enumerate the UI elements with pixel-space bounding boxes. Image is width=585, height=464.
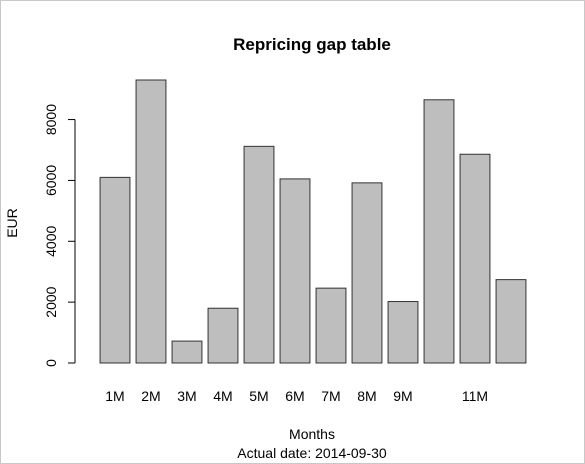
bar-12M: [495, 279, 527, 364]
x-tick-label-7M: 7M: [321, 388, 340, 404]
bar-5M: [243, 145, 275, 364]
x-axis-label: Months: [289, 426, 335, 442]
bar-11M: [459, 153, 491, 364]
y-tick-label-1: 2000: [43, 286, 59, 317]
bar-4M: [207, 307, 239, 364]
y-tick-label-3: 6000: [43, 165, 59, 196]
x-tick-label-11M: 11M: [462, 388, 488, 404]
x-tick-label-4M: 4M: [213, 388, 232, 404]
y-tick-label-0: 0: [43, 359, 59, 367]
bar-6M: [279, 178, 311, 364]
bar-8M: [351, 182, 383, 364]
bar-9M: [387, 301, 419, 364]
x-tick-labels: 1M 2M 3M 4M 5M 6M 7M 8M 9M 11M: [105, 388, 488, 404]
y-tick-label-4: 8000: [43, 104, 59, 135]
x-tick-label-9M: 9M: [393, 388, 412, 404]
bar-7M: [315, 287, 347, 364]
y-tick-label-2: 4000: [43, 225, 59, 256]
x-tick-label-5M: 5M: [249, 388, 268, 404]
x-tick-label-8M: 8M: [357, 388, 376, 404]
x-tick-label-6M: 6M: [285, 388, 304, 404]
bar-2M: [135, 79, 167, 364]
chart-subtitle: Actual date: 2014-09-30: [237, 445, 387, 461]
chart-title: Repricing gap table: [233, 35, 391, 54]
bars: [99, 79, 527, 364]
bar-1M: [99, 176, 131, 364]
y-axis-label: EUR: [4, 208, 20, 238]
x-tick-label-1M: 1M: [105, 388, 124, 404]
bar-3M: [171, 340, 203, 364]
bar-10M: [423, 99, 455, 364]
y-axis: 0 2000 4000 6000 8000: [43, 104, 76, 367]
x-tick-label-2M: 2M: [141, 388, 160, 404]
x-tick-label-3M: 3M: [177, 388, 196, 404]
